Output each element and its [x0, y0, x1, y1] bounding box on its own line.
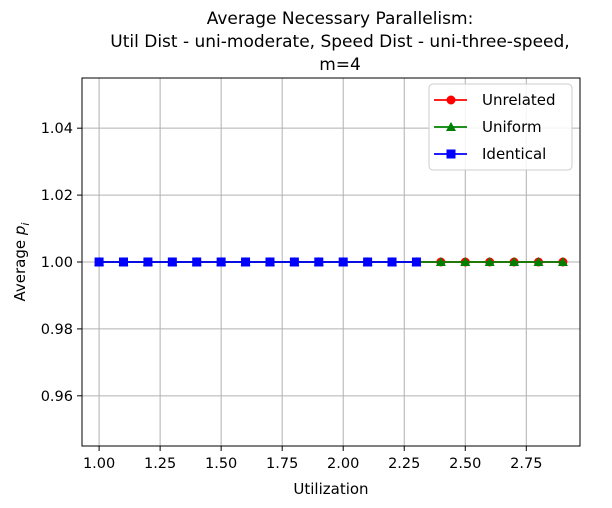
- y-axis-label: Average pi: [11, 223, 32, 302]
- y-tick-label: 1.02: [41, 188, 73, 204]
- data-point-identical: [265, 257, 275, 267]
- legend: Unrelated Uniform Identical: [428, 83, 573, 171]
- legend-item-identical: Identical: [434, 145, 546, 163]
- data-point-uniform: [533, 257, 544, 266]
- legend-frame: [428, 83, 573, 171]
- y-tick-label: 1.00: [41, 255, 73, 271]
- data-point-uniform: [484, 257, 495, 266]
- legend-marker-uniform: [446, 122, 456, 131]
- data-point-uniform: [509, 257, 520, 266]
- data-point-identical: [167, 257, 177, 267]
- x-axis-label: Utilization: [293, 480, 368, 498]
- legend-item-unrelated: Unrelated: [434, 91, 556, 109]
- title-line-2: Util Dist - uni-moderate, Speed Dist - u…: [110, 32, 569, 52]
- chart-title: Average Necessary Parallelism: Util Dist…: [110, 9, 569, 75]
- data-point-identical: [192, 257, 202, 267]
- data-point-identical: [289, 257, 299, 267]
- x-tick-label: 2.00: [327, 456, 359, 472]
- y-axis-ticks: 0.96 0.98 1.00 1.02 1.04: [41, 121, 82, 405]
- data-point-identical: [143, 257, 153, 267]
- y-axis-label-main: Average: [11, 235, 29, 301]
- x-tick-label: 1.50: [205, 456, 237, 472]
- legend-marker-identical: [446, 149, 456, 159]
- x-tick-label: 2.75: [510, 456, 542, 472]
- legend-label-identical: Identical: [482, 145, 546, 163]
- x-tick-label: 2.25: [388, 456, 420, 472]
- title-line-3: m=4: [319, 55, 361, 75]
- data-point-uniform: [435, 257, 446, 266]
- y-tick-label: 1.04: [41, 121, 73, 137]
- legend-item-uniform: Uniform: [434, 118, 542, 136]
- data-point-identical: [94, 257, 104, 267]
- x-tick-label: 1.25: [144, 456, 176, 472]
- series-identical: [94, 257, 421, 267]
- title-line-1: Average Necessary Parallelism:: [207, 9, 474, 29]
- legend-marker-unrelated: [446, 95, 456, 105]
- data-point-uniform: [557, 257, 568, 266]
- x-tick-label: 1.00: [83, 456, 115, 472]
- data-point-uniform: [460, 257, 471, 266]
- data-point-identical: [338, 257, 348, 267]
- legend-label-uniform: Uniform: [482, 118, 542, 136]
- data-point-identical: [411, 257, 421, 267]
- data-point-identical: [119, 257, 128, 267]
- legend-label-unrelated: Unrelated: [482, 91, 556, 109]
- x-axis-ticks: 1.00 1.25 1.50 1.75 2.00 2.25 2.50 2.75: [83, 446, 542, 472]
- x-tick-label: 1.75: [266, 456, 298, 472]
- data-point-identical: [363, 257, 373, 267]
- data-point-identical: [216, 257, 226, 267]
- y-tick-label: 0.96: [41, 389, 73, 405]
- y-axis-label-sub: i: [19, 223, 32, 226]
- x-tick-label: 2.50: [449, 456, 481, 472]
- data-point-identical: [241, 257, 251, 267]
- y-tick-label: 0.98: [41, 322, 73, 338]
- data-point-identical: [387, 257, 397, 267]
- y-axis-label-var: p: [11, 226, 29, 237]
- data-point-identical: [314, 257, 324, 267]
- series-layer: [94, 257, 568, 267]
